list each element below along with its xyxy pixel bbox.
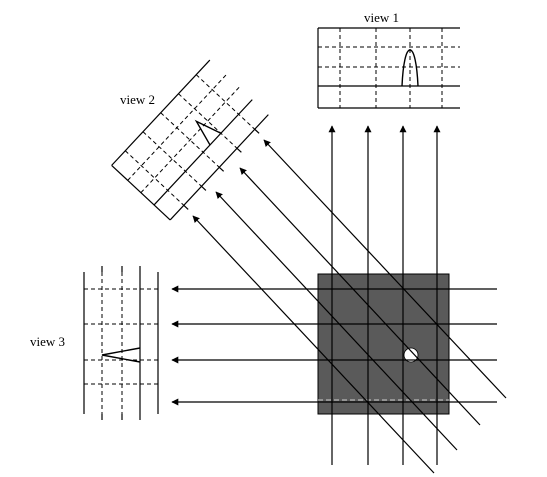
view1-label: view 1 [364, 10, 399, 25]
inclusion-circle [403, 347, 419, 363]
view3-panel: view 3 [30, 266, 159, 420]
view3-signal-peak [101, 347, 141, 363]
view2-label: view 2 [120, 92, 155, 107]
ray-diagonal-1 [263, 139, 507, 399]
ray-diagonal-3 [215, 191, 458, 451]
rays-view1 [328, 125, 441, 465]
rays-view3 [171, 285, 497, 406]
view3-label: view 3 [30, 334, 65, 349]
view1-panel: view 1 [317, 10, 460, 109]
view1-signal-peak [401, 49, 419, 87]
view2-panel: view 2 [111, 59, 269, 221]
rays-view2 [192, 139, 507, 474]
object-square [317, 273, 450, 415]
object-body [317, 273, 450, 415]
ray-diagonal-4 [192, 215, 435, 474]
view2-signal-peak [194, 119, 222, 146]
ray-diagonal-2 [239, 167, 481, 426]
